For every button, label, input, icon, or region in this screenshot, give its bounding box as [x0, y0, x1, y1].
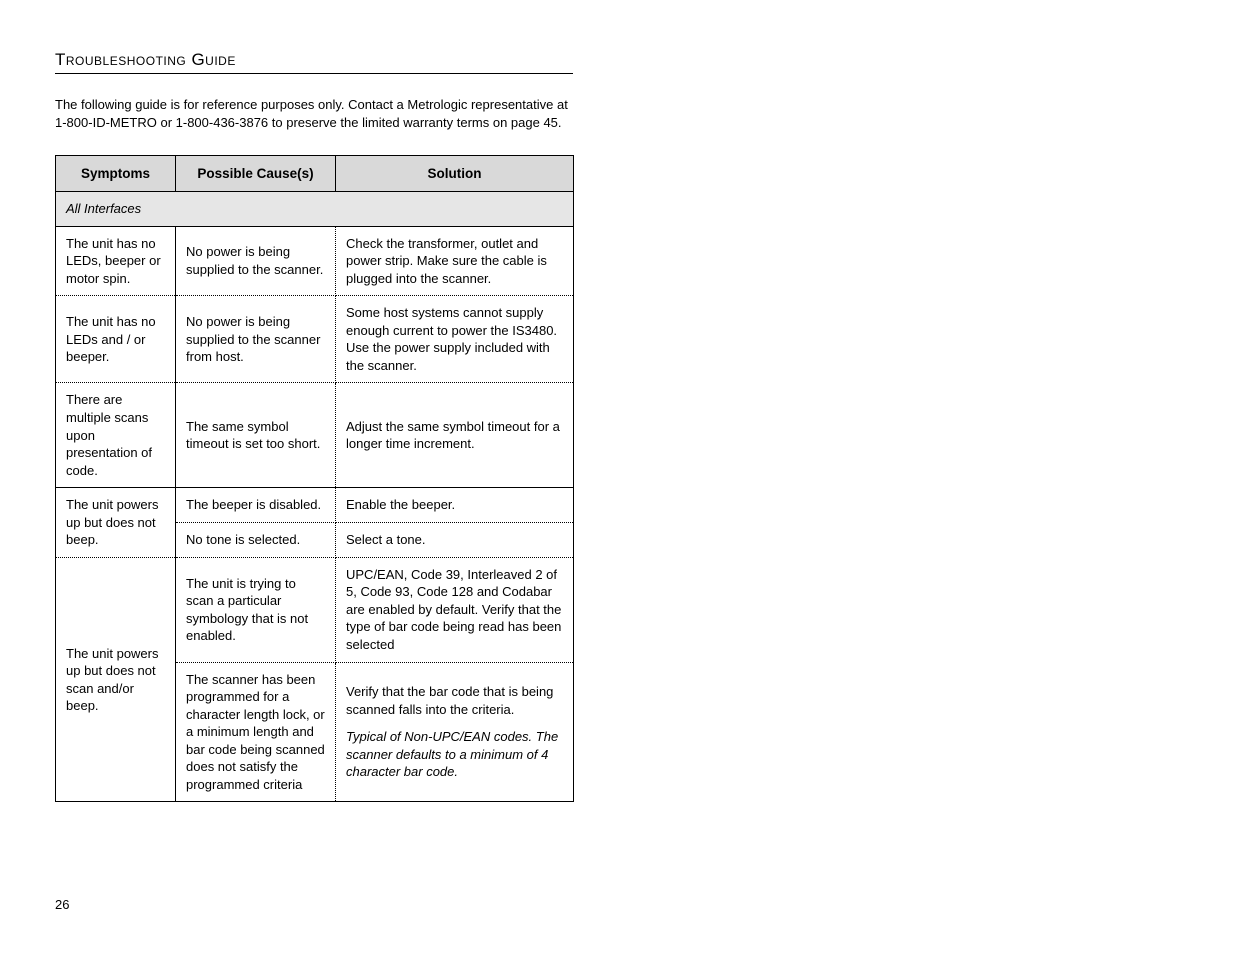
table-row: The unit powers up but does not scan and…	[56, 557, 574, 662]
table-header-row: Symptoms Possible Cause(s) Solution	[56, 156, 574, 192]
solution-cell: UPC/EAN, Code 39, Interleaved 2 of 5, Co…	[336, 557, 574, 662]
section-label: All Interfaces	[56, 192, 574, 227]
table-row: The unit powers up but does not beep. Th…	[56, 488, 574, 523]
solution-cell: Adjust the same symbol timeout for a lon…	[336, 383, 574, 488]
symptom-cell: The unit has no LEDs and / or beeper.	[56, 296, 176, 383]
header-solution: Solution	[336, 156, 574, 192]
cause-cell: No tone is selected.	[176, 523, 336, 558]
table-row: The unit has no LEDs, beeper or motor sp…	[56, 226, 574, 296]
cause-cell: The same symbol timeout is set too short…	[176, 383, 336, 488]
header-symptoms: Symptoms	[56, 156, 176, 192]
solution-cell: Verify that the bar code that is being s…	[336, 662, 574, 802]
troubleshooting-table: Symptoms Possible Cause(s) Solution All …	[55, 155, 574, 802]
symptom-cell: The unit powers up but does not beep.	[56, 488, 176, 558]
cause-cell: The unit is trying to scan a particular …	[176, 557, 336, 662]
section-row: All Interfaces	[56, 192, 574, 227]
symptom-cell: There are multiple scans upon presentati…	[56, 383, 176, 488]
header-causes: Possible Cause(s)	[176, 156, 336, 192]
cause-cell: The scanner has been programmed for a ch…	[176, 662, 336, 802]
table-row: There are multiple scans upon presentati…	[56, 383, 574, 488]
solution-text: Verify that the bar code that is being s…	[346, 684, 553, 717]
page-title: Troubleshooting Guide	[55, 50, 573, 74]
cause-cell: No power is being supplied to the scanne…	[176, 226, 336, 296]
cause-cell: The beeper is disabled.	[176, 488, 336, 523]
symptom-cell: The unit has no LEDs, beeper or motor sp…	[56, 226, 176, 296]
table-row: The unit has no LEDs and / or beeper. No…	[56, 296, 574, 383]
symptom-cell: The unit powers up but does not scan and…	[56, 557, 176, 802]
solution-cell: Enable the beeper.	[336, 488, 574, 523]
intro-paragraph: The following guide is for reference pur…	[55, 96, 575, 131]
cause-cell: No power is being supplied to the scanne…	[176, 296, 336, 383]
page-number: 26	[55, 897, 69, 912]
solution-cell: Check the transformer, outlet and power …	[336, 226, 574, 296]
solution-note: Typical of Non-UPC/EAN codes. The scanne…	[346, 728, 563, 781]
solution-cell: Some host systems cannot supply enough c…	[336, 296, 574, 383]
solution-cell: Select a tone.	[336, 523, 574, 558]
